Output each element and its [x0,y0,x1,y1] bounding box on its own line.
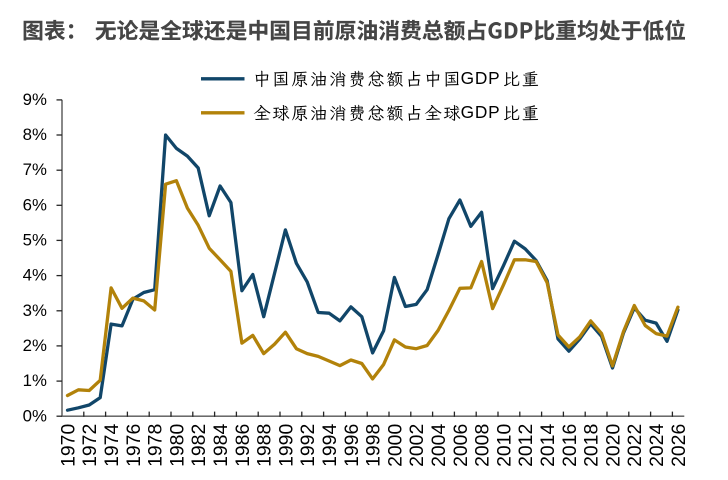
svg-text:2022: 2022 [624,424,646,467]
svg-text:2024: 2024 [646,424,668,467]
svg-text:6%: 6% [23,195,47,214]
svg-text:1980: 1980 [166,424,188,467]
svg-text:2002: 2002 [406,424,428,467]
svg-text:1988: 1988 [254,424,276,467]
svg-text:1994: 1994 [319,424,341,467]
svg-text:1970: 1970 [57,424,79,467]
svg-text:2016: 2016 [559,424,581,467]
svg-text:1990: 1990 [275,424,297,467]
svg-text:2%: 2% [23,336,47,355]
svg-text:3%: 3% [23,301,47,320]
svg-text:1978: 1978 [145,424,167,467]
svg-text:4%: 4% [23,266,47,285]
svg-text:2020: 2020 [602,424,624,467]
svg-text:1996: 1996 [341,424,363,467]
svg-text:2008: 2008 [472,424,494,467]
svg-text:1986: 1986 [232,424,254,467]
svg-text:7%: 7% [23,160,47,179]
svg-text:2018: 2018 [581,424,603,467]
svg-text:2004: 2004 [428,424,450,467]
svg-text:0%: 0% [23,406,47,425]
svg-text:2010: 2010 [493,424,515,467]
svg-text:8%: 8% [23,125,47,144]
svg-text:1972: 1972 [79,424,101,467]
svg-text:2012: 2012 [515,424,537,467]
svg-text:1984: 1984 [210,424,232,467]
svg-text:GDP: GDP [461,102,501,122]
svg-text:1998: 1998 [363,424,385,467]
svg-text:2006: 2006 [450,424,472,467]
svg-text:1992: 1992 [297,424,319,467]
svg-text:1%: 1% [23,371,47,390]
svg-text:1982: 1982 [188,424,210,467]
svg-text:2000: 2000 [384,424,406,467]
svg-text:1976: 1976 [123,424,145,467]
svg-text:5%: 5% [23,231,47,250]
svg-text:GDP: GDP [461,68,501,88]
svg-text:1974: 1974 [101,424,123,467]
svg-text:9%: 9% [23,90,47,109]
svg-text:2014: 2014 [537,424,559,467]
svg-text:2026: 2026 [668,424,690,467]
